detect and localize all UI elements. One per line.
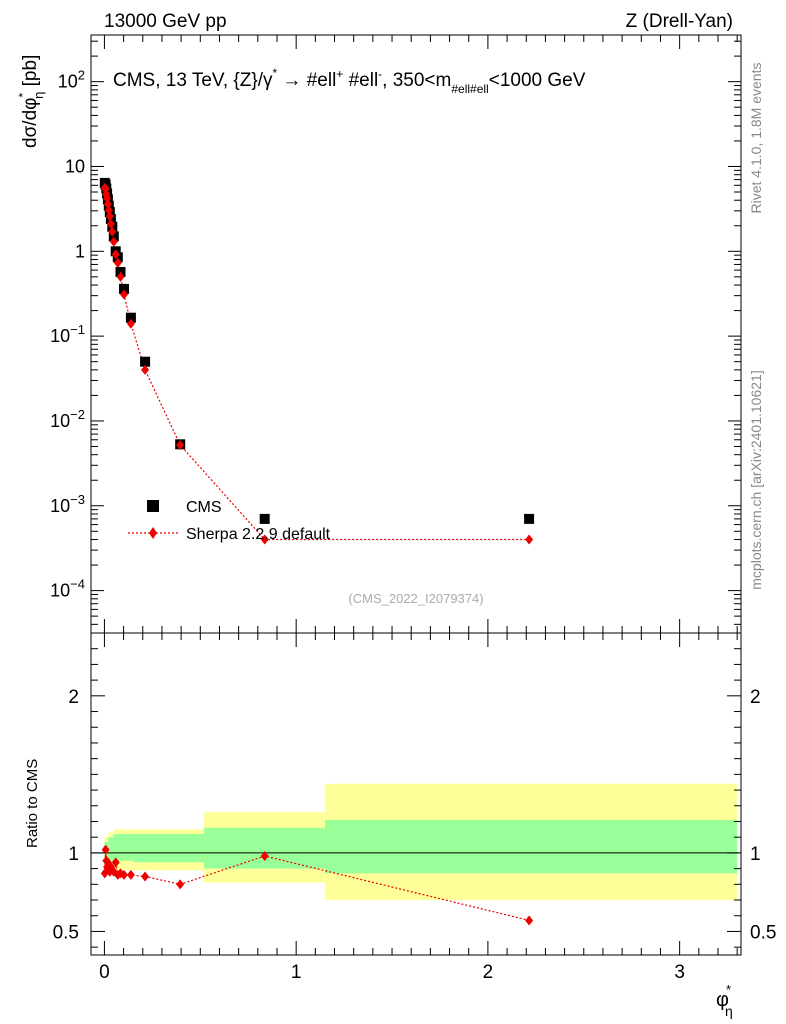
mc-point xyxy=(105,211,114,222)
header-right: Z (Drell-Yan) xyxy=(626,11,733,32)
ratio-y-tick-label-left: 1 xyxy=(68,844,79,865)
x-axis-label: φ* η xyxy=(716,982,733,1019)
y-tick-label: 10−2 xyxy=(50,407,85,431)
y-tick-label: 10 xyxy=(65,156,85,176)
ratio-mc-point xyxy=(101,844,110,855)
x-tick-label: 1 xyxy=(291,962,302,983)
ratio-mc-point xyxy=(119,869,128,880)
ratio-stat-band xyxy=(204,827,325,869)
main-panel: 102 10 1 10−1 10−2 10−3 10−4 xyxy=(50,34,742,634)
ratio-mc-point xyxy=(111,857,120,868)
y-tick-label: 102 xyxy=(58,68,85,92)
cms-point xyxy=(524,513,535,524)
ratio-mc-point xyxy=(260,851,269,862)
cms-point xyxy=(108,231,119,242)
header-left: 13000 GeV pp xyxy=(104,11,227,32)
mc-point xyxy=(176,440,185,451)
mc-point xyxy=(108,226,117,237)
ratio-mc-point xyxy=(525,915,534,926)
ratio-y-tick-label-left: 0.5 xyxy=(53,922,79,943)
chart-title: CMS, 13 TeV, {Z}/γ* → #ell+ #ell-, 350<m… xyxy=(113,66,586,96)
ratio-stat-band xyxy=(114,834,134,861)
legend-mc-marker xyxy=(149,527,157,539)
ratio-y-tick-label-left: 2 xyxy=(68,687,79,708)
analysis-watermark: (CMS_2022_I2079374) xyxy=(348,591,483,606)
ratio-mc-point xyxy=(176,879,185,890)
mc-point xyxy=(111,249,120,260)
ratio-y-tick-label-right: 2 xyxy=(750,687,761,708)
ratio-y-tick-label-right: 1 xyxy=(750,844,761,865)
y-tick-label: 10−3 xyxy=(50,492,85,516)
y-tick-label: 1 xyxy=(75,241,85,261)
ratio-frame xyxy=(90,632,742,956)
ratio-y-tick-label-right: 0.5 xyxy=(750,922,776,943)
mc-point xyxy=(113,257,122,268)
mc-point xyxy=(116,271,125,282)
y-tick-label: 10−1 xyxy=(50,322,85,346)
x-tick-label: 3 xyxy=(674,962,685,983)
cms-point xyxy=(259,513,270,524)
mc-point xyxy=(119,289,128,300)
ratio-y-label: Ratio to CMS xyxy=(24,759,41,848)
cms-point xyxy=(140,356,151,367)
mc-point xyxy=(141,364,150,375)
legend-cms-label: CMS xyxy=(186,499,222,516)
mc-point xyxy=(106,218,115,229)
cms-point xyxy=(112,252,123,263)
mc-line xyxy=(104,187,530,541)
y-tick-label: 10−4 xyxy=(50,577,85,601)
mc-point xyxy=(525,534,534,545)
cms-point xyxy=(119,283,129,294)
legend-mc-label: Sherpa 2.2.9 default xyxy=(186,526,331,543)
x-tick-label: 2 xyxy=(483,962,494,983)
rivet-label: Rivet 4.1.0, 1.8M events xyxy=(748,63,764,214)
mc-point xyxy=(126,318,135,329)
legend-cms-marker xyxy=(147,500,159,512)
cms-point xyxy=(125,312,136,323)
main-frame xyxy=(90,34,742,634)
mc-point xyxy=(109,236,118,247)
y-axis-label: dσ/dφ*η [pb] xyxy=(16,55,46,148)
ratio-panel: 0.5 0.5 1 1 2 2 0 1 2 3 xyxy=(53,632,776,983)
ratio-mc-point xyxy=(141,871,150,882)
mc-point xyxy=(260,534,269,545)
legend: CMS Sherpa 2.2.9 default xyxy=(128,499,331,543)
ratio-stat-band xyxy=(133,834,205,863)
ratio-stat-band xyxy=(324,819,738,874)
ratio-stat-band xyxy=(108,837,115,861)
x-tick-label: 0 xyxy=(99,962,110,983)
mcplots-label: mcplots.cern.ch [arXiv:2401.10621] xyxy=(748,370,764,589)
ratio-mc-point xyxy=(126,869,135,880)
